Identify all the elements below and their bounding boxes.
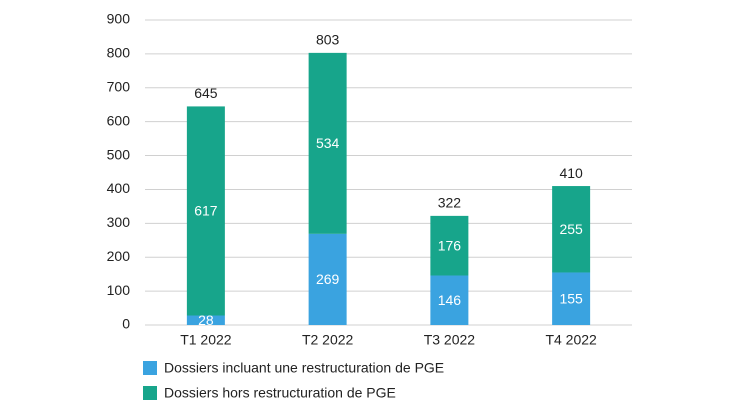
bar-segment <box>308 233 347 325</box>
total-label: 322 <box>438 195 462 211</box>
legend-label: Dossiers incluant une restructuration de… <box>164 360 444 376</box>
x-tick-label: T2 2022 <box>302 332 354 348</box>
y-tick-label: 400 <box>107 180 131 196</box>
x-tick-label: T1 2022 <box>180 332 232 348</box>
y-tick-label: 700 <box>107 78 131 94</box>
y-tick-label: 100 <box>107 282 131 298</box>
x-tick-label: T4 2022 <box>545 332 597 348</box>
y-tick-label: 800 <box>107 45 131 61</box>
value-label: 617 <box>194 203 218 219</box>
value-label: 176 <box>438 237 462 253</box>
bar-segment <box>552 272 591 325</box>
total-label: 803 <box>316 32 340 48</box>
value-label: 155 <box>559 290 583 306</box>
total-label: 410 <box>559 165 583 181</box>
value-label: 269 <box>316 271 340 287</box>
x-tick-label: T3 2022 <box>424 332 476 348</box>
y-tick-label: 500 <box>107 146 131 162</box>
value-label: 28 <box>198 312 214 328</box>
value-label: 146 <box>438 292 462 308</box>
bar-segment <box>552 186 591 273</box>
bar-segment <box>430 215 469 276</box>
bar-segment <box>186 106 225 316</box>
legend-label: Dossiers hors restructuration de PGE <box>164 385 396 401</box>
y-tick-label: 200 <box>107 248 131 264</box>
bar-segment <box>186 315 225 325</box>
bar-segment <box>430 275 469 325</box>
value-label: 534 <box>316 135 340 151</box>
legend-swatch <box>143 361 157 375</box>
legend-swatch <box>143 386 157 400</box>
y-tick-label: 300 <box>107 214 131 230</box>
bar-segment <box>308 52 347 234</box>
y-tick-label: 0 <box>122 316 130 332</box>
y-tick-label: 600 <box>107 112 131 128</box>
total-label: 645 <box>194 85 218 101</box>
value-label: 255 <box>559 221 583 237</box>
y-tick-label: 900 <box>107 11 131 27</box>
